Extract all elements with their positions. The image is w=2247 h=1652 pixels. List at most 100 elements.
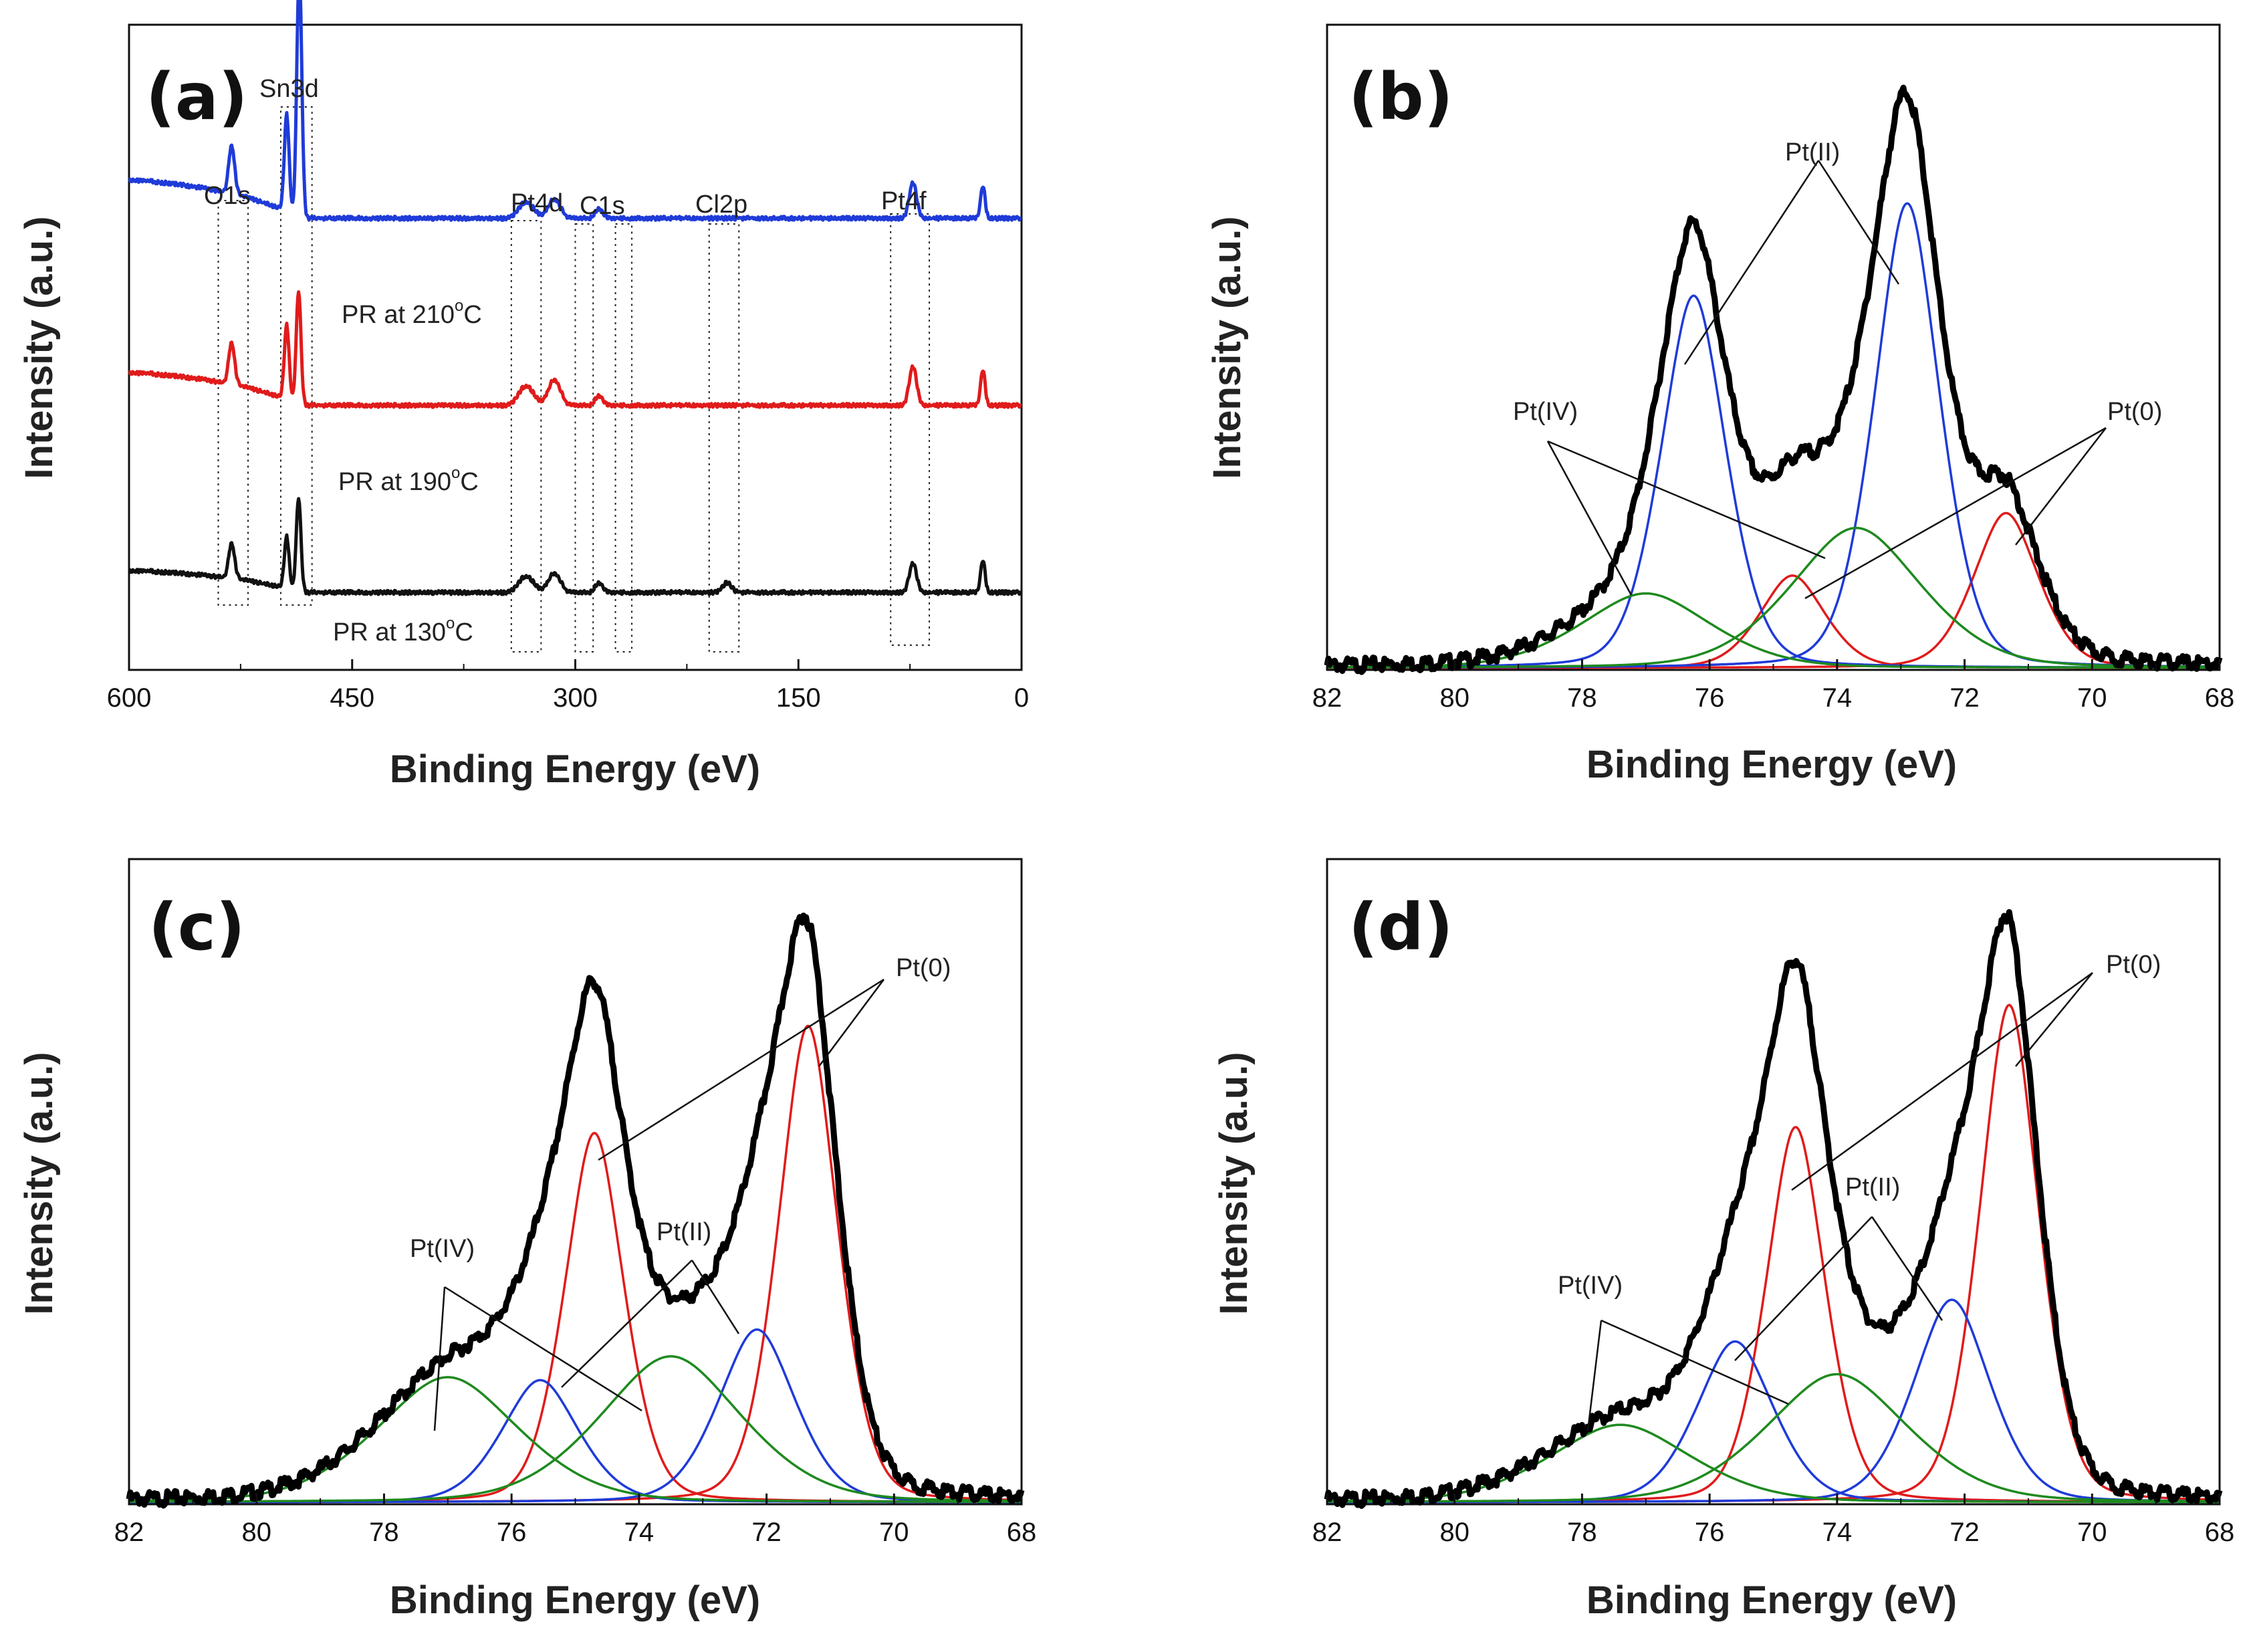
panel-a: 600 450 300 150 0 (a) O1s Sn3d Pt4d C1s Cl2p…: [17, 0, 1029, 791]
x-tick-label: 76: [1695, 1518, 1725, 1547]
panel-d: 82 80 78 76 74 72 70 68 (d) Pt(0) Pt(II) Pt(IV)…: [1212, 858, 2235, 1622]
panel-a-ylabel: Intensity (a.u.): [17, 216, 61, 479]
component-fit-line: [129, 1131, 1022, 1504]
b-annot-pt2: Pt(II): [1785, 138, 1840, 166]
panel-d-label: (d): [1348, 890, 1453, 965]
panel-b-spectra: [1324, 84, 2223, 675]
panel-b-x-ticks: 82 80 78 76 74 72 70 68: [1312, 659, 2235, 713]
panel-c-frame: [128, 858, 1023, 1506]
panel-a-xlabel: Binding Energy (eV): [390, 747, 760, 791]
peak-region-box: [574, 223, 594, 653]
series-label-130: PR at 130oC: [333, 614, 473, 646]
b-annot-pt0: Pt(0): [2107, 398, 2162, 426]
x-tick-label: 78: [369, 1518, 399, 1547]
x-tick-label: 150: [776, 683, 821, 713]
b-annot-pt4: Pt(IV): [1513, 398, 1578, 426]
c-annot-pt4: Pt(IV): [410, 1235, 475, 1263]
d-annot-pt4: Pt(IV): [1558, 1272, 1623, 1300]
c-annot-pt2: Pt(II): [657, 1218, 711, 1246]
component-fit-line: [1327, 1340, 2220, 1504]
component-fit-line: [1327, 294, 2220, 669]
panel-a-x-ticks: 600 450 300 150 0: [107, 659, 1029, 713]
panel-d-xlabel: Binding Energy (eV): [1586, 1578, 1957, 1622]
x-tick-label: 76: [497, 1518, 527, 1547]
component-fit-line: [1327, 1298, 2220, 1504]
survey-series-line: [128, 290, 1023, 409]
envelope-line: [126, 913, 1025, 1509]
panel-d-spectra: [1324, 909, 2223, 1509]
x-tick-label: 68: [2205, 1518, 2235, 1547]
panel-b-annotation-arrows: [1546, 160, 2107, 600]
survey-series-line: [128, 0, 1023, 222]
x-tick-label: 80: [1439, 683, 1469, 713]
x-tick-label: 82: [114, 1518, 144, 1547]
x-tick-label: 82: [1312, 1518, 1342, 1547]
x-tick-label: 78: [1567, 683, 1597, 713]
panel-c-spectra: [126, 913, 1025, 1509]
component-fit-line: [129, 1328, 1022, 1504]
series-label-210: PR at 210oC: [342, 297, 482, 329]
panel-c-xlabel: Binding Energy (eV): [390, 1578, 760, 1622]
x-tick-label: 70: [2077, 683, 2107, 713]
annot-cl2p: Cl2p: [695, 191, 747, 219]
panel-c-annotation-arrows: [433, 978, 885, 1431]
series-label-190: PR at 190oC: [338, 464, 479, 496]
x-tick-label: 300: [553, 683, 598, 713]
x-tick-label: 68: [1007, 1518, 1037, 1547]
x-tick-label: 80: [1439, 1518, 1469, 1547]
panel-a-label: (a): [146, 60, 248, 134]
component-fit-line: [1327, 1373, 2220, 1503]
c-annot-pt0: Pt(0): [896, 954, 951, 982]
envelope-line: [1324, 84, 2223, 675]
survey-series-line: [128, 497, 1023, 596]
panel-c-ylabel: Intensity (a.u.): [17, 1052, 61, 1314]
annot-o1s: O1s: [204, 182, 251, 210]
panel-a-spectra: [128, 0, 1023, 596]
x-tick-label: 72: [751, 1518, 782, 1547]
panel-a-peak-region-boxes: [217, 106, 931, 653]
panel-d-annotation-arrows: [1586, 971, 2093, 1431]
d-annot-pt2: Pt(II): [1845, 1173, 1900, 1201]
component-fit-line: [129, 1355, 1022, 1503]
x-tick-label: 68: [2205, 683, 2235, 713]
x-tick-label: 70: [2077, 1518, 2107, 1547]
x-tick-label: 72: [1949, 683, 1980, 713]
x-tick-label: 72: [1949, 1518, 1980, 1547]
panel-b-ylabel: Intensity (a.u.): [1205, 216, 1249, 479]
x-tick-label: 76: [1695, 683, 1725, 713]
x-tick-label: 74: [624, 1518, 655, 1547]
component-fit-line: [1327, 202, 2220, 669]
peak-region-box: [510, 220, 542, 653]
x-tick-label: 78: [1567, 1518, 1597, 1547]
annot-pt4d: Pt4d: [511, 189, 563, 217]
component-fit-line: [1327, 526, 2220, 669]
x-tick-label: 70: [879, 1518, 909, 1547]
peak-region-box: [890, 213, 931, 646]
panel-b-xlabel: Binding Energy (eV): [1586, 743, 1957, 786]
x-tick-label: 600: [107, 683, 152, 713]
panel-d-ylabel: Intensity (a.u.): [1212, 1052, 1256, 1314]
annot-pt4f: Pt4f: [881, 187, 927, 215]
x-tick-label: 82: [1312, 683, 1342, 713]
x-tick-label: 450: [330, 683, 374, 713]
component-fit-line: [129, 1024, 1022, 1504]
panel-d-x-ticks: 82 80 78 76 74 72 70 68: [1312, 1494, 2235, 1547]
panel-b-label: (b): [1348, 60, 1453, 134]
envelope-line: [1324, 909, 2223, 1509]
x-tick-label: 0: [1014, 683, 1029, 713]
annot-sn3d: Sn3d: [259, 75, 319, 103]
panel-c-x-ticks: 82 80 78 76 74 72 70 68: [114, 1494, 1037, 1547]
panel-b: 82 80 78 76 74 72 70 68 (b) Pt(II) Pt(IV) Pt(0)…: [1205, 23, 2235, 786]
x-tick-label: 74: [1822, 683, 1853, 713]
panel-c-label: (c): [148, 890, 245, 965]
x-tick-label: 74: [1822, 1518, 1853, 1547]
d-annot-pt0: Pt(0): [2106, 951, 2161, 979]
panel-c: 82 80 78 76 74 72 70 68 (c) Pt(0) Pt(II) Pt(IV)…: [17, 858, 1037, 1622]
x-tick-label: 80: [241, 1518, 271, 1547]
panel-b-frame: [1326, 23, 2221, 671]
component-fit-line: [1327, 1004, 2220, 1504]
peak-region-box: [614, 223, 633, 653]
annot-c1s: C1s: [580, 192, 625, 220]
